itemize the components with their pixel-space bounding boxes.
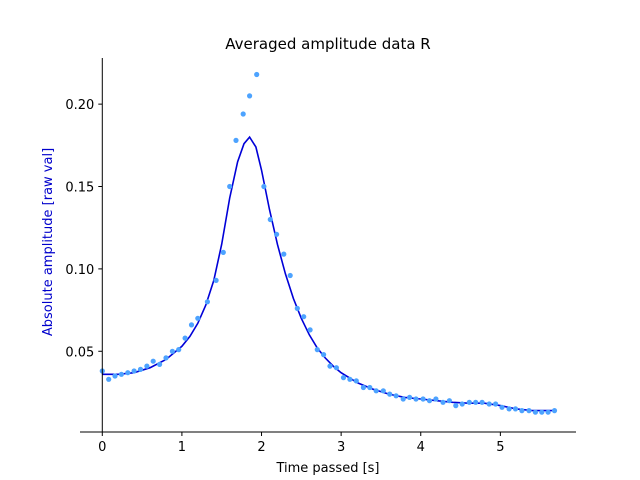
data-point [106, 376, 112, 382]
data-point [227, 183, 233, 190]
y-axis-ticks: 0.05 0.10 0.15 0.20 [65, 98, 103, 360]
x-tick-label: 2 [257, 440, 265, 455]
data-point [254, 71, 260, 78]
data-point [532, 409, 539, 415]
data-point [499, 404, 505, 410]
data-point [240, 111, 246, 117]
x-tick-label: 3 [337, 440, 345, 455]
data-point [433, 396, 439, 402]
data-point [137, 366, 144, 372]
data-point [281, 251, 287, 257]
data-point [131, 368, 137, 374]
data-point [169, 348, 175, 354]
data-point [473, 399, 479, 405]
data-point [213, 277, 219, 283]
data-point [393, 393, 399, 399]
x-tick-label: 1 [178, 440, 186, 455]
chart-title: Averaged amplitude data R [225, 35, 430, 53]
data-point [526, 408, 532, 414]
data-point [453, 403, 459, 409]
y-tick-label: 0.10 [65, 263, 94, 278]
data-point [347, 376, 353, 382]
data-point [420, 396, 426, 402]
data-point [367, 384, 373, 391]
data-point [150, 358, 156, 364]
data-point [413, 396, 419, 402]
data-point [327, 363, 333, 369]
data-point [353, 378, 359, 384]
data-point [440, 399, 446, 405]
x-tick-label: 4 [417, 440, 425, 455]
data-point [112, 373, 118, 379]
data-point [247, 93, 253, 99]
data-point [551, 408, 558, 414]
data-point [407, 394, 413, 400]
data-point [380, 388, 386, 394]
y-tick-label: 0.05 [65, 345, 94, 360]
data-point [466, 399, 472, 405]
data-point [321, 352, 327, 358]
y-tick-label: 0.20 [65, 98, 94, 113]
x-axis-label: Time passed [s] [275, 461, 379, 476]
data-point [163, 355, 169, 361]
data-point [261, 183, 267, 190]
scatter-points-layer [99, 71, 558, 415]
data-point [182, 335, 188, 341]
x-axis-ticks: 0 1 2 3 4 5 [98, 432, 505, 455]
data-point [287, 272, 293, 279]
data-point [493, 401, 499, 407]
data-point [188, 322, 195, 328]
data-point [157, 361, 163, 367]
data-point [373, 388, 379, 394]
data-point [220, 249, 226, 255]
data-point [118, 371, 124, 377]
data-point [360, 384, 366, 391]
data-point [204, 299, 210, 305]
x-tick-label: 5 [496, 440, 504, 455]
data-point [267, 216, 273, 223]
data-point [512, 406, 519, 412]
x-tick-label: 0 [98, 440, 106, 455]
data-point [400, 396, 406, 402]
data-point [233, 137, 239, 143]
y-tick-label: 0.15 [65, 181, 94, 196]
data-point [545, 409, 551, 415]
y-axis-label: Absolute amplitude [raw val] [41, 148, 56, 336]
data-point [519, 408, 525, 414]
plot-area [99, 71, 558, 415]
data-point [479, 399, 485, 405]
data-point [125, 370, 131, 376]
data-point [195, 315, 201, 321]
data-point [446, 398, 452, 404]
data-point [301, 314, 307, 320]
data-point [314, 347, 320, 353]
fit-line [102, 135, 555, 412]
data-point [176, 347, 182, 353]
data-point [506, 406, 512, 412]
data-point [426, 398, 433, 404]
data-point [294, 305, 300, 311]
data-point [144, 363, 150, 369]
data-point [307, 327, 313, 333]
data-point [539, 409, 545, 415]
fit-line-layer [102, 135, 555, 412]
data-point [340, 375, 347, 381]
data-point [486, 401, 492, 407]
data-point [274, 231, 280, 237]
data-point [333, 365, 339, 371]
data-point [459, 401, 465, 407]
data-point [387, 391, 393, 397]
